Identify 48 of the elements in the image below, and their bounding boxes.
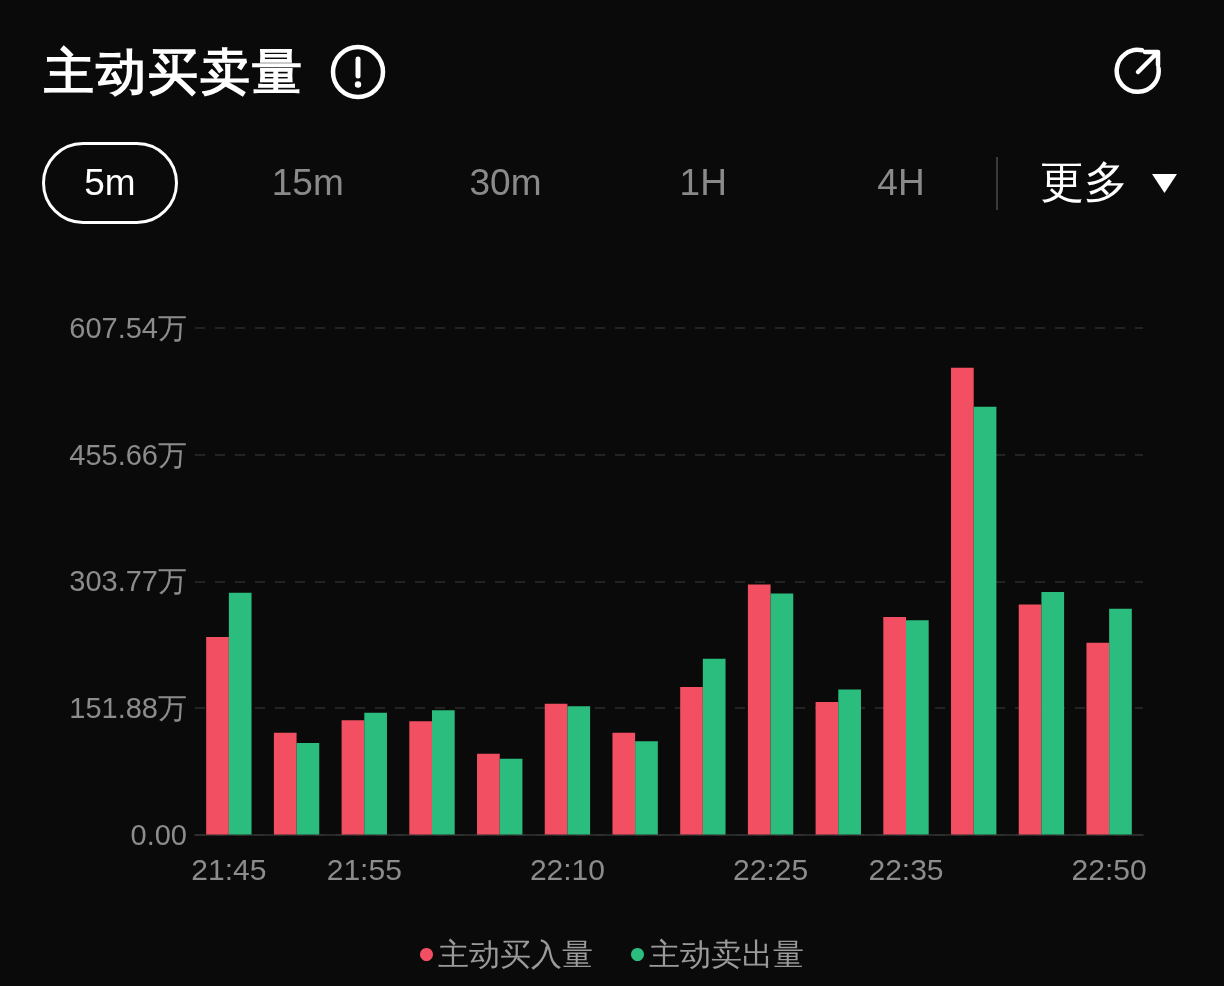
- x-tick-label: 21:55: [326, 853, 402, 887]
- y-tick-label: 455.66万: [69, 438, 187, 471]
- bar: [544, 703, 568, 835]
- bar: [680, 687, 703, 835]
- y-tick-label: 607.54万: [69, 312, 187, 344]
- bar: [815, 702, 839, 835]
- bar: [228, 592, 252, 835]
- bar: [1109, 608, 1132, 835]
- x-tick-label: 22:50: [1071, 853, 1147, 887]
- bar: [951, 367, 974, 835]
- x-tick-label: 22:25: [733, 853, 809, 887]
- bar: [273, 732, 297, 835]
- bar: [364, 712, 387, 835]
- bar: [635, 741, 658, 835]
- x-tick-label: 21:45: [191, 853, 267, 887]
- y-tick-label: 0.00: [130, 818, 187, 851]
- bar: [1041, 591, 1065, 835]
- text: 1H: [678, 161, 728, 205]
- x-tick-label: 22:35: [868, 853, 944, 887]
- bar: [206, 636, 229, 835]
- bar: [906, 620, 929, 835]
- bar: [499, 758, 523, 835]
- bar: [1086, 642, 1110, 835]
- bar: [838, 689, 861, 835]
- legend-label: 主动卖出量: [649, 937, 804, 972]
- bar: [973, 406, 997, 835]
- bar: [296, 742, 320, 835]
- bar: [770, 593, 794, 835]
- tab-button: 5m: [42, 142, 178, 224]
- y-tick-label: 151.88万: [69, 691, 187, 724]
- y-tick-label: 303.77万: [69, 565, 187, 598]
- bar: [432, 710, 455, 835]
- bar: [747, 584, 771, 835]
- bar: [409, 721, 432, 835]
- bar: [341, 720, 365, 835]
- text: 4H: [876, 161, 926, 205]
- text: 30m: [468, 161, 543, 205]
- x-tick-label: 22:10: [529, 853, 605, 887]
- bar: [567, 706, 591, 835]
- bar: [883, 616, 906, 835]
- bar: [1018, 604, 1042, 835]
- legend-label: 主动买入量: [438, 937, 593, 972]
- bar: [477, 753, 500, 835]
- bar: [702, 658, 726, 835]
- text: 更多: [1040, 156, 1128, 208]
- bar: [612, 732, 636, 835]
- chart-title: 主动买卖量: [44, 43, 304, 102]
- text: 15m: [270, 161, 345, 205]
